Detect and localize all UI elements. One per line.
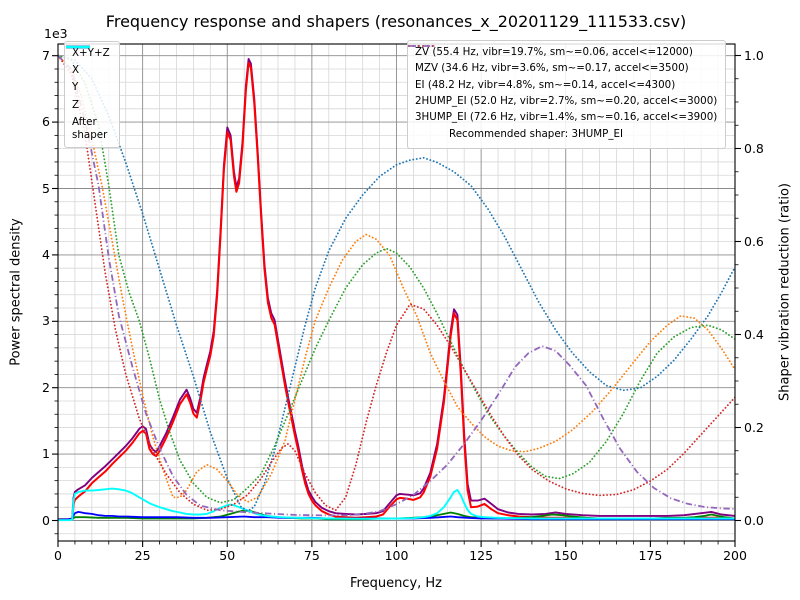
series-group [58,54,735,522]
series-ei [58,54,735,504]
y-left-tick-label: 5 [42,180,50,196]
series-3hump_ei [58,54,735,517]
grid-major [58,44,735,541]
x-tick-label: 50 [219,548,236,563]
y-right-tick-label: 0.8 [744,140,764,156]
legend-item-label: MZV (34.6 Hz, vibr=3.6%, sm~=0.17, accel… [415,62,689,75]
y-left-tick-label: 4 [42,246,50,262]
x-tick-label: 175 [638,548,663,563]
x-tick-label: 75 [303,548,320,563]
y-right-tick-label: 0.4 [744,326,764,342]
series-zv [58,54,735,513]
x-tick-label: 125 [469,548,494,563]
y-right-tick-label: 1.0 [744,47,764,63]
x-tick-label: 0 [54,548,62,563]
y-axis-left-label: Power spectral density [8,218,24,366]
series-mzv [58,54,735,503]
after-shaper-legend-line-icon [66,45,90,49]
y-left-tick-label: 2 [42,379,50,395]
legend-item-x: X [66,45,110,77]
x-tick-label: 25 [134,548,151,563]
x-tick-label: 150 [553,548,578,563]
legend-item-z: Z [66,45,110,112]
legend-item-ei: EI (48.2 Hz, vibr=4.8%, sm~=0.14, accel<… [408,45,717,92]
legend-item-zv: ZV (55.4 Hz, vibr=19.7%, sm~=0.06, accel… [408,45,717,59]
y-left-tick-label: 7 [42,47,50,63]
legend-recommended-shaper-note: Recommended shaper: 3HUMP_EI [449,127,624,140]
y-right-tick-label: 0.6 [744,233,764,249]
legend-item-label: Y [72,81,79,94]
y-left-tick-label: 6 [42,113,50,129]
legend-item-label: After shaper [72,115,108,141]
legend-item-after-shaper: After shaper [66,45,110,142]
legend-item-label: X [72,64,80,77]
y-left-tick-label: 1 [42,445,50,461]
legend-item-label: Z [72,98,80,111]
y-right-tick-label: 0.0 [744,512,764,528]
legend-item-label: ZV (55.4 Hz, vibr=19.7%, sm~=0.06, accel… [415,46,693,58]
y-axis-right-label: Shaper vibration reduction (ratio) [777,183,793,401]
legend-item-label: 2HUMP_EI (52.0 Hz, vibr=2.7%, sm~=0.20, … [415,95,718,108]
series-after-shaper [58,487,735,522]
legend-item-mzv: MZV (34.6 Hz, vibr=3.6%, sm~=0.17, accel… [408,45,717,75]
y-axis-offset-text: 1e3 [44,26,68,41]
x-tick-label: 100 [384,548,409,563]
legend-item-label: 3HUMP_EI (72.6 Hz, vibr=1.4%, sm~=0.16, … [415,111,718,124]
y-left-tick-label: 0 [42,512,50,528]
legend-item-y: Y [66,45,110,94]
chart-title: Frequency response and shapers (resonanc… [105,12,687,31]
legend-item-label: X+Y+Z [72,47,110,59]
legend-item-3hump_ei: 3HUMP_EI (72.6 Hz, vibr=1.4%, sm~=0.16, … [409,45,718,124]
grid-minor [58,44,735,541]
legend-psd: X+Y+Z X Y Z After shaper [64,41,120,149]
tick-marks [52,54,741,547]
series-x [58,62,735,521]
x-tick-label: 200 [723,548,747,563]
y-left-tick-label: 3 [42,313,50,329]
legend-item-label: EI (48.2 Hz, vibr=4.8%, sm~=0.14, accel<… [415,78,676,91]
y-right-tick-label: 0.2 [744,419,764,435]
legend-shapers: ZV (55.4 Hz, vibr=19.7%, sm~=0.06, accel… [407,40,727,150]
legend-item-2hump_ei: 2HUMP_EI (52.0 Hz, vibr=2.7%, sm~=0.20, … [408,45,718,108]
x-axis-label: Frequency, Hz [349,576,443,591]
3hump_ei-legend-line-icon [409,45,435,47]
